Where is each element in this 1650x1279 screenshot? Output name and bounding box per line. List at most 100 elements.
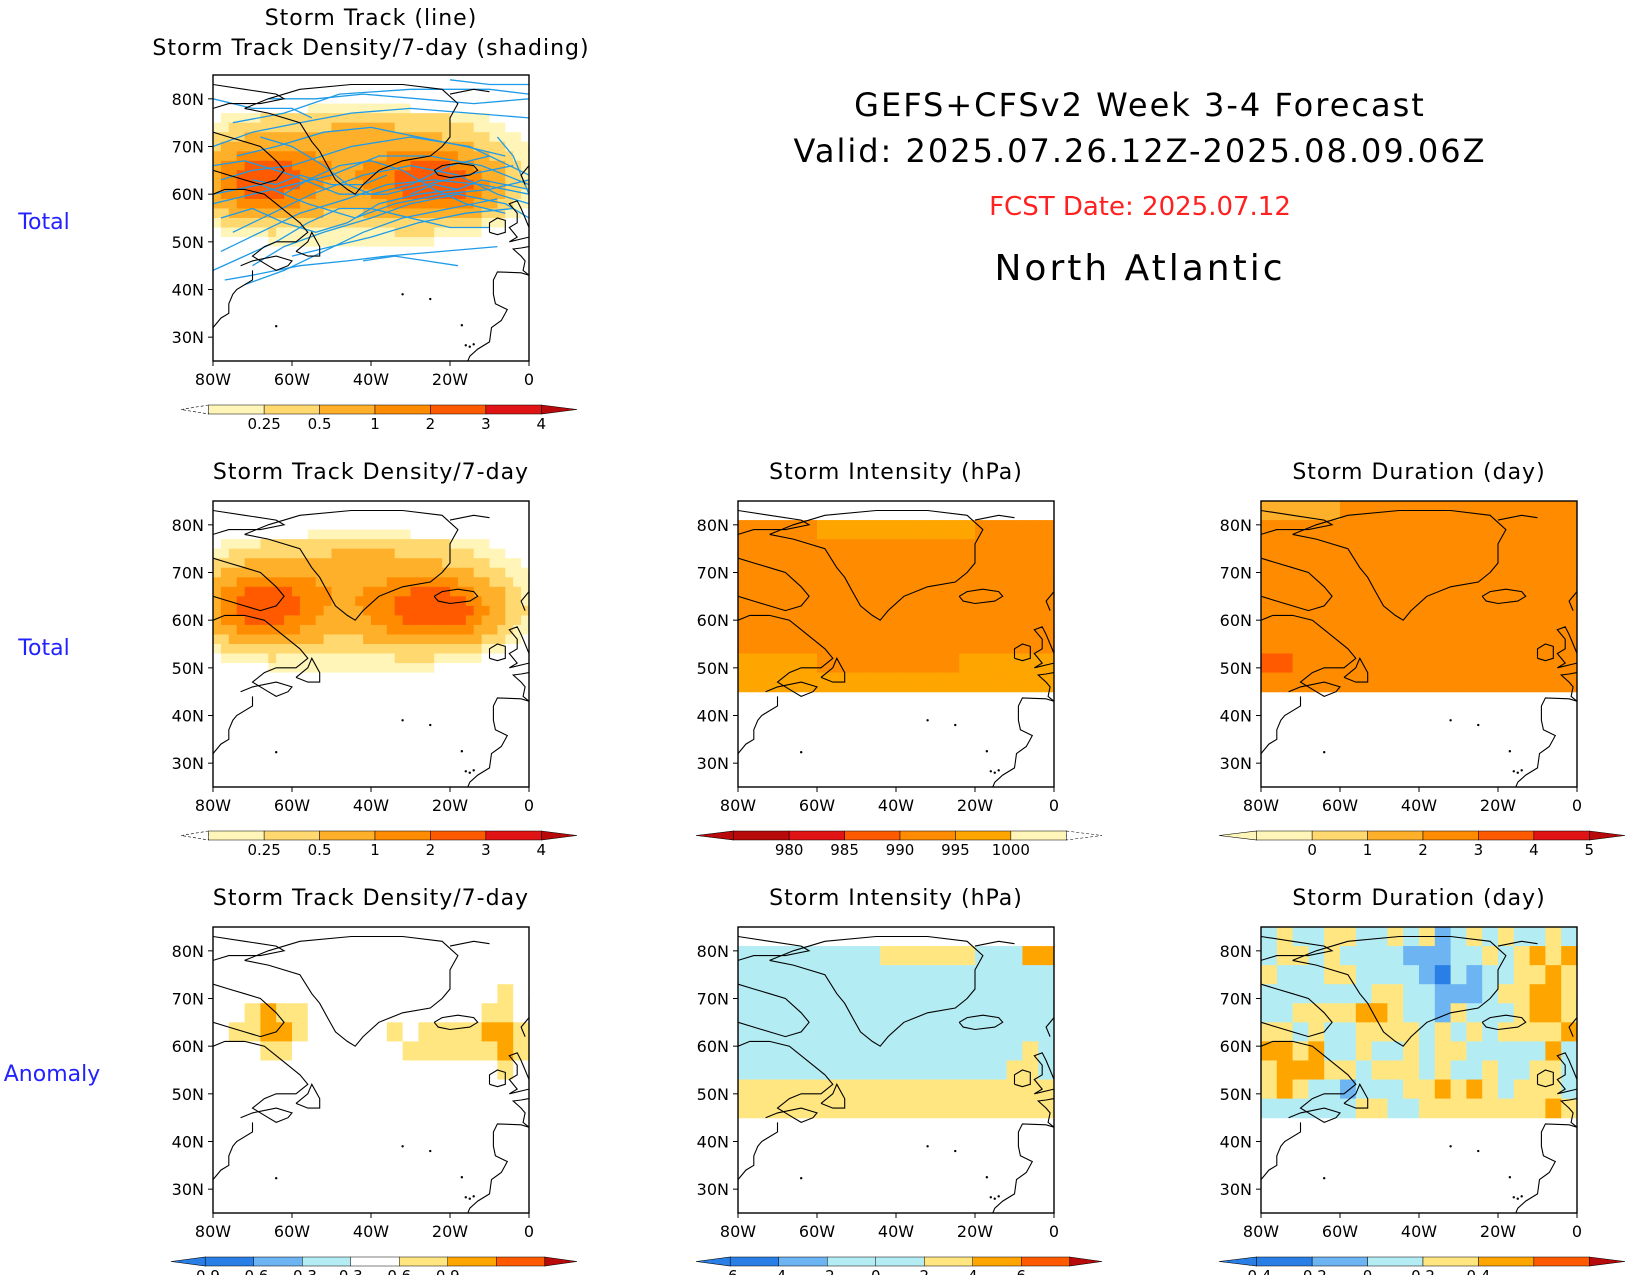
lon-tick-label: 20W xyxy=(432,370,468,389)
panel-title: Storm Intensity (hPa) xyxy=(769,460,1023,485)
colorbar-label: 4 xyxy=(537,415,547,433)
colorbar-label: 6 xyxy=(1016,1267,1026,1275)
lon-tick-label: 0 xyxy=(524,796,534,815)
coastline xyxy=(295,1083,321,1109)
lon-tick-label: 0 xyxy=(1049,796,1059,815)
map-field xyxy=(738,927,1054,1213)
coastline xyxy=(213,614,309,698)
island-mark xyxy=(1477,723,1480,727)
colorbar-label: 0.2 xyxy=(1411,1267,1435,1275)
map-panel-duration_total: Storm Duration (day) 80N 70N 60N 50N 40N 30N 80… xyxy=(1218,460,1626,859)
colorbar-segment xyxy=(1422,1256,1479,1267)
colorbar-label: -4 xyxy=(771,1267,786,1275)
lat-tick-label: 30N xyxy=(172,754,204,773)
coastline xyxy=(1513,1123,1577,1213)
coastline xyxy=(738,1040,834,1124)
colorbar-segment xyxy=(485,404,542,415)
coastline xyxy=(1261,557,1333,612)
row-label-total-1: Total xyxy=(17,210,69,235)
coastline xyxy=(1013,643,1031,662)
lat-tick-label: 50N xyxy=(172,1085,204,1104)
storm-track-line xyxy=(244,198,498,286)
colorbar-label: 4 xyxy=(1529,841,1539,859)
island-mark xyxy=(468,1197,471,1200)
coastline xyxy=(1045,572,1054,611)
coastline xyxy=(974,940,1015,947)
colorbar-segment xyxy=(319,404,376,415)
map-panel-density_total: Storm Track Density/7-day 80N 70N 60N 50N 40N… xyxy=(172,460,578,859)
coastline xyxy=(958,588,1004,605)
coastline xyxy=(1045,998,1054,1037)
coastline xyxy=(738,983,810,1038)
island-mark xyxy=(800,1177,803,1180)
lon-tick-label: 40W xyxy=(353,370,389,389)
colorbar-segment xyxy=(1422,830,1479,841)
island-mark xyxy=(985,1176,989,1179)
colorbar-label: 0.9 xyxy=(436,1267,460,1275)
lon-tick-label: 20W xyxy=(1480,1222,1516,1241)
colorbar-label: 0.25 xyxy=(247,841,280,859)
coastline xyxy=(449,940,490,947)
colorbar-segment xyxy=(1010,830,1067,841)
map-field xyxy=(213,927,529,1213)
coastline xyxy=(213,935,286,961)
lon-tick-label: 60W xyxy=(799,1222,835,1241)
coastline xyxy=(738,696,779,764)
lat-tick-label: 70N xyxy=(172,564,204,583)
coastline xyxy=(488,1069,506,1088)
coastline xyxy=(449,88,490,95)
storm-track-line xyxy=(496,136,529,195)
lon-tick-label: 40W xyxy=(878,1222,914,1241)
coastline xyxy=(520,998,529,1037)
coastline xyxy=(213,131,285,186)
colorbar-segment xyxy=(350,1256,400,1267)
coastline xyxy=(1036,1098,1054,1128)
map-field xyxy=(1261,927,1577,1213)
lon-tick-label: 40W xyxy=(1401,1222,1437,1241)
colorbar-density: 0.25 0.5 1 2 3 4 xyxy=(180,830,578,859)
island-mark xyxy=(429,723,432,727)
island-mark xyxy=(1520,1195,1523,1198)
colorbar-segment xyxy=(1021,1256,1070,1267)
map-panel-duration_anom: Storm Duration (day) 80N 70N 60N 50N 40N 30N 80… xyxy=(1218,886,1626,1279)
lat-tick-label: 70N xyxy=(172,138,204,157)
colorbar-label: -0.3 xyxy=(288,1267,317,1275)
colorbar-segment xyxy=(955,830,1012,841)
colorbar-label: 0.25 xyxy=(247,415,280,433)
colorbar-segment xyxy=(844,830,901,841)
colorbar-segment xyxy=(374,404,431,415)
colorbar-label: 1 xyxy=(370,415,380,433)
colorbar-label: -2 xyxy=(820,1267,835,1275)
island-mark xyxy=(460,1176,464,1179)
lon-tick-label: 0 xyxy=(1572,1222,1582,1241)
colorbar-density: 0.25 0.5 1 2 3 4 xyxy=(180,404,578,433)
colorbar-density_anom: -0.9 -0.6 -0.3 0.3 0.6 0.9 xyxy=(170,1256,578,1279)
panel-title: Storm Track Density/7-day xyxy=(213,886,529,911)
panel-title: Storm Track (line) xyxy=(265,6,478,31)
colorbar-label: 0 xyxy=(1307,841,1317,859)
coastline xyxy=(213,1040,309,1124)
panel-title: Storm Track Density/7-day (shading) xyxy=(152,36,589,61)
colorbar-duration_anom: -0.4 -0.2 0 0.2 0.4 xyxy=(1218,1256,1626,1279)
colorbar-segment xyxy=(263,830,320,841)
colorbar-segment xyxy=(263,404,320,415)
lat-tick-label: 70N xyxy=(697,990,729,1009)
lon-tick-label: 80W xyxy=(195,796,231,815)
map-field xyxy=(1261,501,1577,787)
lon-tick-label: 0 xyxy=(524,1222,534,1241)
storm-track-line xyxy=(213,179,529,219)
panel-title: Storm Duration (day) xyxy=(1292,886,1545,911)
island-mark xyxy=(275,1177,278,1180)
coastline xyxy=(520,146,529,185)
colorbar-intensity_anom: -6 -4 -2 0 2 4 6 xyxy=(695,1256,1103,1279)
colorbar-label: 0.5 xyxy=(308,415,332,433)
island-mark xyxy=(464,770,467,773)
island-mark xyxy=(989,770,992,773)
island-mark xyxy=(985,750,989,753)
colorbar-label: 0.3 xyxy=(339,1267,363,1275)
coastline xyxy=(213,509,286,535)
coastline xyxy=(738,614,834,698)
lat-tick-label: 60N xyxy=(1220,611,1252,630)
colorbar-label: 995 xyxy=(941,841,970,859)
